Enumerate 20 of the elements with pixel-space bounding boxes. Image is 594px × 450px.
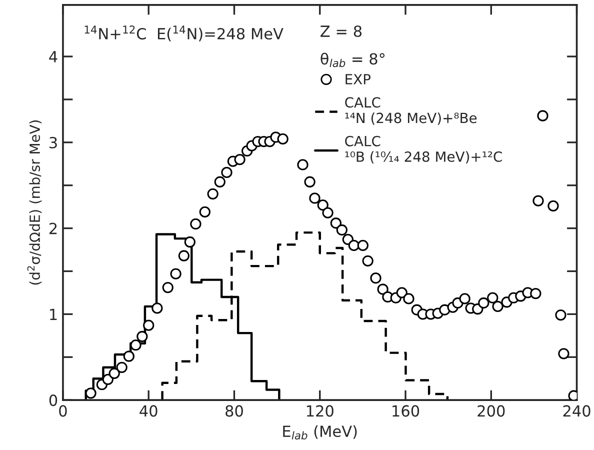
y-axis-title: (d$^{2}$σ/dΩdE) (mb/sr MeV) (27, 120, 42, 285)
y-tick-label: 4 (49, 51, 58, 62)
x-tick-label: 80 (226, 405, 243, 417)
y-tick-label: 2 (50, 222, 57, 234)
annotation: θ$_{lab}$ = 8° (320, 52, 385, 68)
x-tick-label: 120 (306, 405, 334, 417)
annotation: $^{14}$N+$^{12}$C E($^{14}$N)=248 MeV (84, 26, 284, 42)
legend-label: EXP (346, 74, 371, 84)
y-tick-label: 0 (49, 394, 58, 406)
x-tick-label: 0 (59, 405, 67, 417)
x-tick-label: 200 (478, 405, 505, 417)
x-axis-title: E$_{lab}$ (MeV) (283, 425, 357, 440)
x-tick-label: 40 (140, 405, 158, 417)
legend-label: CALC ¹⁴N (248 MeV)+⁸Be (345, 97, 477, 125)
x-tick-label: 240 (563, 405, 590, 417)
y-tick-label: 3 (50, 136, 57, 148)
x-tick-label: 160 (392, 405, 420, 417)
y-tick-label: 1 (50, 308, 57, 320)
annotation: Z = 8 (320, 25, 362, 38)
legend-label: CALC ¹⁰B (¹⁰⁄₁₄ 248 MeV)+¹²C (345, 136, 502, 164)
